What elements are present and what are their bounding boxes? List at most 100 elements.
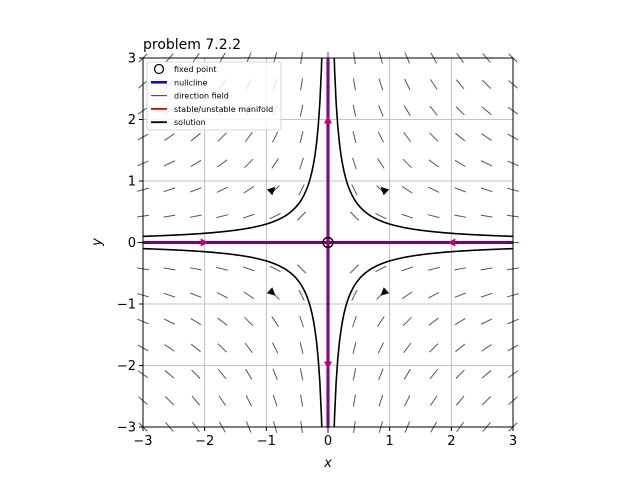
field-segment: [377, 342, 384, 354]
field-segment: [298, 184, 305, 196]
manifold-arrow: [447, 238, 456, 247]
field-segment: [428, 292, 440, 299]
y-tick-label: 0: [128, 236, 136, 251]
field-segment: [189, 267, 202, 271]
field-segment: [377, 316, 385, 327]
legend-label: solution: [174, 118, 206, 127]
field-segment: [481, 396, 492, 406]
field-segment: [244, 342, 253, 354]
field-segment: [378, 394, 384, 407]
field-segment: [190, 159, 202, 167]
field-segment: [455, 395, 465, 406]
field-segment: [428, 186, 440, 193]
field-segment: [375, 265, 387, 272]
field-segment: [352, 315, 357, 328]
field-segment: [352, 78, 356, 91]
x-tick-label: 0: [324, 434, 332, 449]
legend-label: fixed point: [174, 65, 216, 74]
field-segment: [190, 318, 202, 326]
field-segment: [243, 186, 254, 194]
field-segment: [244, 158, 254, 169]
legend: fixed point nullcline direction field stabl…: [146, 61, 282, 131]
field-segment: [272, 131, 279, 143]
field-segment: [454, 318, 466, 326]
field-segment: [352, 368, 357, 381]
manifold-arrow: [324, 115, 332, 124]
y-tick-label: 2: [128, 113, 136, 128]
field-segment: [402, 158, 412, 169]
field-segment: [427, 214, 440, 219]
field-segment: [403, 131, 412, 143]
field-segment: [296, 211, 307, 221]
field-segment: [299, 368, 304, 381]
field-segment: [164, 370, 175, 379]
field-segment: [352, 104, 357, 117]
field-segment: [455, 106, 465, 116]
field-segment: [243, 291, 254, 299]
field-segment: [378, 104, 384, 117]
field-segment: [480, 214, 493, 218]
x-axis-label: x: [323, 456, 332, 471]
x-tick-label: −1: [257, 434, 276, 449]
field-segment: [352, 131, 357, 144]
field-segment: [163, 292, 176, 298]
field-segment: [272, 368, 278, 381]
field-segment: [300, 78, 304, 91]
field-segment: [298, 289, 305, 301]
field-segment: [191, 395, 201, 406]
field-segment: [481, 79, 492, 89]
x-tick-label: 2: [447, 434, 455, 449]
fixed-points: [322, 236, 334, 249]
field-segment: [271, 316, 279, 327]
field-segment: [454, 214, 467, 218]
y-axis-label: y: [90, 238, 105, 247]
legend-label: stable/unstable manifold: [174, 105, 273, 114]
field-segment: [190, 132, 201, 142]
field-segment: [296, 264, 307, 274]
legend-label: nullcline: [174, 78, 208, 87]
field-segment: [242, 266, 255, 272]
solution-curve: [333, 247, 513, 427]
field-segment: [481, 344, 492, 352]
field-segment: [375, 213, 387, 220]
x-tick-label: 3: [509, 434, 517, 449]
field-segment: [481, 133, 492, 141]
field-segment: [481, 370, 492, 379]
field-segment: [377, 158, 385, 169]
field-segment: [402, 291, 413, 299]
chart-title: problem 7.2.2: [143, 37, 241, 53]
field-segment: [189, 214, 202, 218]
field-segment: [299, 131, 304, 144]
field-segment: [299, 315, 304, 328]
field-segment: [352, 157, 357, 170]
field-segment: [299, 157, 304, 170]
field-segment: [455, 343, 466, 353]
field-segment: [218, 395, 227, 406]
field-segment: [404, 395, 411, 407]
manifold-arrow: [324, 361, 332, 370]
field-segment: [216, 186, 228, 193]
field-segment: [190, 187, 202, 193]
field-segment: [455, 132, 466, 142]
solution-curves: [143, 58, 513, 427]
field-segment: [216, 292, 228, 299]
field-segment: [429, 132, 439, 142]
field-segment: [429, 105, 438, 116]
field-segment: [269, 213, 281, 220]
field-segment: [378, 78, 384, 91]
field-segment: [217, 343, 227, 353]
x-ticks: −3 −2 −1 0 1 2 3: [133, 427, 517, 449]
field-segment: [164, 344, 175, 352]
field-segment: [163, 160, 176, 167]
field-segment: [480, 318, 493, 325]
field-segment: [455, 79, 465, 90]
legend-label: direction field: [174, 92, 229, 101]
field-segment: [428, 159, 439, 168]
field-segment: [351, 289, 358, 301]
y-tick-label: 3: [128, 52, 136, 67]
field-segment: [352, 394, 356, 407]
solution-arrow: [266, 287, 276, 296]
field-segment: [190, 292, 202, 298]
field-segment: [427, 266, 440, 271]
field-segment: [454, 187, 466, 193]
